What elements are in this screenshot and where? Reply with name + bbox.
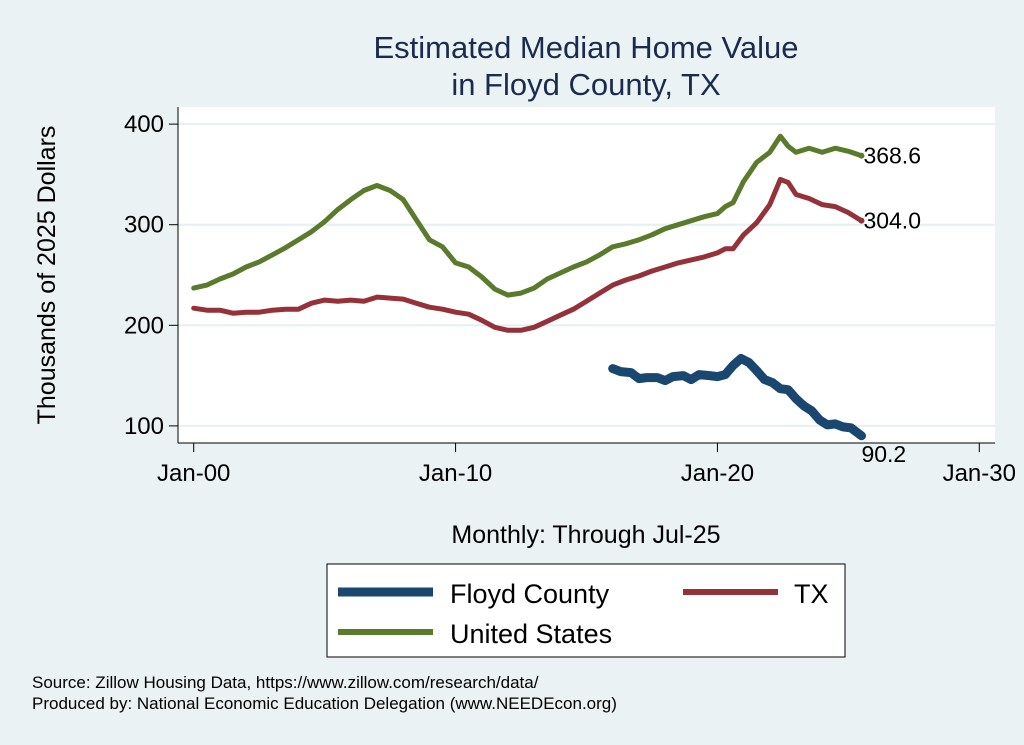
legend-box [326, 563, 846, 658]
x-tick-label: Jan-30 [943, 460, 1016, 487]
x-tick-label: Jan-20 [681, 460, 754, 487]
y-tick-label: 100 [124, 413, 164, 440]
y-tick-label: 400 [124, 111, 164, 138]
y-axis-label: Thousands of 2025 Dollars [33, 126, 61, 425]
series-line-united-states [191, 133, 864, 298]
chart-title-line-2: in Floyd County, TX [451, 67, 721, 102]
legend: Floyd County TX United States [326, 563, 846, 658]
y-tick-label: 300 [124, 212, 164, 239]
source-note: Source: Zillow Housing Data, https://www… [32, 673, 539, 692]
legend-label-united-states: United States [450, 619, 612, 649]
end-label-united-states: 368.6 [863, 143, 921, 169]
series-end-point [858, 152, 865, 159]
series-end-point [858, 217, 865, 224]
series-line-floyd-county [608, 354, 866, 441]
x-ticks: Jan-00 Jan-10 Jan-20 Jan-30 [157, 443, 1016, 487]
y-tick-label: 200 [124, 312, 164, 339]
end-label-floyd-county: 90.2 [861, 441, 906, 467]
end-labels: 90.2 304.0 368.6 [861, 143, 921, 467]
chart-title-line-1: Estimated Median Home Value [373, 30, 798, 65]
plot-area [178, 107, 995, 443]
gridlines [178, 123, 995, 427]
x-tick-label: Jan-10 [419, 460, 492, 487]
end-label-tx: 304.0 [863, 208, 921, 234]
x-axis-label: Monthly: Through Jul-25 [451, 521, 720, 549]
legend-label-tx: TX [794, 579, 829, 609]
series-end-point [858, 432, 865, 439]
legend-label-floyd-county: Floyd County [450, 579, 610, 609]
y-ticks: 100 200 300 400 [124, 111, 178, 440]
series-layer [191, 133, 866, 441]
x-tick-label: Jan-00 [157, 460, 230, 487]
producer-note: Produced by: National Economic Education… [32, 694, 617, 713]
series-line-tx [191, 176, 864, 333]
